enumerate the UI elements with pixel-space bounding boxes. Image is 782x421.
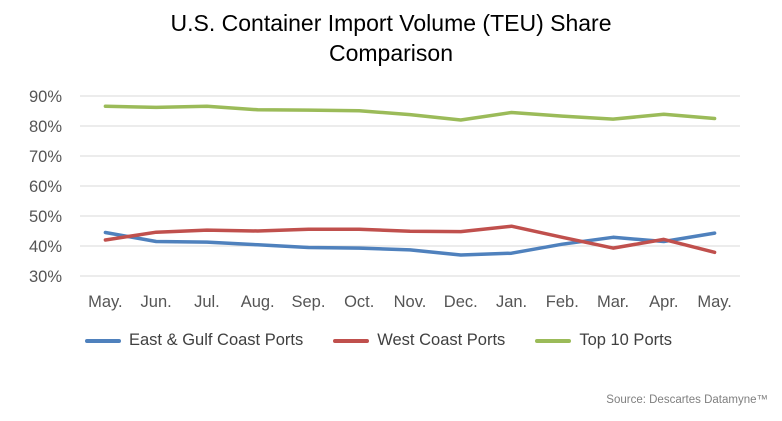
x-tick-label: Mar. — [597, 293, 629, 311]
chart-title-line-1: U.S. Container Import Volume (TEU) Share — [170, 10, 612, 36]
legend-label: West Coast Ports — [377, 331, 506, 349]
y-tick-label: 40% — [29, 238, 62, 256]
x-tick-label: May. — [697, 293, 732, 311]
chart-title: U.S. Container Import Volume (TEU) Share… — [0, 8, 782, 68]
chart-legend: East & Gulf Coast Ports West Coast Ports T… — [85, 331, 702, 350]
y-tick-label: 90% — [29, 88, 62, 106]
legend-swatch — [535, 338, 572, 343]
x-tick-label: Jun. — [141, 293, 172, 311]
x-tick-label: Jul. — [194, 293, 220, 311]
y-tick-label: 80% — [29, 118, 62, 136]
legend-item-0: East & Gulf Coast Ports — [85, 331, 303, 350]
y-tick-label: 70% — [29, 148, 62, 166]
x-tick-label: Apr. — [649, 293, 678, 311]
x-tick-label: Jan. — [496, 293, 527, 311]
legend-label: Top 10 Ports — [579, 331, 672, 349]
legend-label: East & Gulf Coast Ports — [129, 331, 304, 349]
legend-item-1: West Coast Ports — [333, 331, 505, 350]
y-tick-label: 50% — [29, 208, 62, 226]
x-tick-label: Sep. — [291, 293, 325, 311]
x-tick-label: Oct. — [344, 293, 374, 311]
x-tick-label: Aug. — [241, 293, 275, 311]
legend-swatch — [85, 338, 121, 343]
series-line-0 — [103, 230, 717, 257]
series-line-1 — [103, 224, 717, 255]
x-tick-label: Dec. — [444, 293, 478, 311]
x-tick-label: Feb. — [546, 293, 579, 311]
x-tick-label: Nov. — [394, 293, 427, 311]
x-tick-label: May. — [88, 293, 123, 311]
legend-item-2: Top 10 Ports — [535, 331, 672, 350]
y-tick-label: 60% — [29, 178, 62, 196]
chart-title-line-2: Comparison — [329, 40, 453, 66]
series-line-2 — [103, 104, 717, 122]
y-tick-label: 30% — [29, 268, 62, 286]
source-note: Source: Descartes Datamyne™ — [606, 394, 768, 406]
legend-swatch — [333, 338, 370, 343]
